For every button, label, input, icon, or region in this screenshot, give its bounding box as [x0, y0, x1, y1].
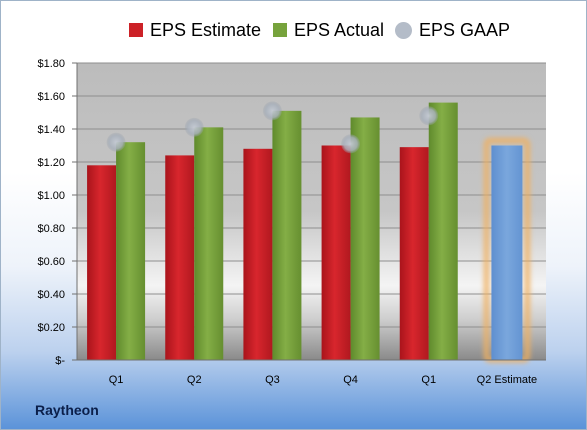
legend: EPS Estimate EPS Actual EPS GAAP: [1, 15, 586, 45]
legend-item-eps-gaap: EPS GAAP: [395, 15, 510, 45]
y-tick-label: $0.40: [37, 289, 65, 301]
point-eps-gaap: [341, 134, 361, 154]
y-tick-label: $1.20: [37, 157, 65, 169]
bar-eps-estimate: [87, 165, 117, 360]
y-tick-label: $0.60: [37, 256, 65, 268]
bar-eps-actual: [116, 142, 146, 360]
bar-eps-actual: [428, 102, 458, 360]
y-tick-label: $1.80: [37, 58, 65, 70]
legend-label-eps-estimate: EPS Estimate: [150, 19, 262, 40]
legend-swatch-eps-estimate: [129, 23, 143, 37]
y-tick-label: $1.00: [37, 190, 65, 202]
bar-eps-estimate: [399, 147, 429, 360]
bar-eps-estimate: [165, 155, 195, 360]
bar-eps-estimate: [243, 148, 273, 360]
gaap-points: [106, 101, 439, 154]
x-tick-label: Q1: [421, 374, 436, 386]
x-tick-label: Q3: [265, 374, 280, 386]
point-eps-gaap: [419, 106, 439, 126]
x-tick-label: Q2: [187, 374, 202, 386]
bars: [87, 102, 531, 363]
legend-item-eps-estimate: EPS Estimate: [129, 15, 261, 45]
y-tick-label: $1.40: [37, 124, 65, 136]
bar-eps-estimate: [321, 145, 351, 360]
axes: $- $0.20 $0.40 $0.60 $0.80 $1.00 $1.20 $1.40 $1.…: [37, 58, 546, 386]
company-label: Raytheon: [35, 402, 99, 418]
y-tick-label: $0.20: [37, 322, 65, 334]
x-tick-label: Q2 Estimate: [477, 374, 538, 386]
y-tick-label: $0.80: [37, 223, 65, 235]
legend-label-eps-gaap: EPS GAAP: [419, 19, 511, 40]
bar-eps-actual: [272, 110, 302, 360]
x-tick-label: Q1: [109, 374, 124, 386]
point-eps-gaap: [184, 117, 204, 137]
legend-swatch-eps-gaap: [395, 21, 412, 39]
legend-swatch-eps-actual: [273, 23, 287, 37]
legend-item-eps-actual: EPS Actual: [273, 15, 384, 45]
plot-area: [77, 63, 546, 360]
y-tick-label: $1.60: [37, 91, 65, 103]
bar-eps-actual: [350, 117, 380, 360]
x-tick-label: Q4: [343, 374, 358, 386]
grid-lines: [77, 62, 546, 328]
legend-label-eps-actual: EPS Actual: [294, 19, 385, 40]
y-tick-label: $-: [55, 355, 65, 367]
point-eps-gaap: [106, 132, 126, 152]
bar-eps-actual: [194, 127, 224, 360]
point-eps-gaap: [262, 101, 282, 121]
bar-q2-estimate: [491, 145, 523, 360]
